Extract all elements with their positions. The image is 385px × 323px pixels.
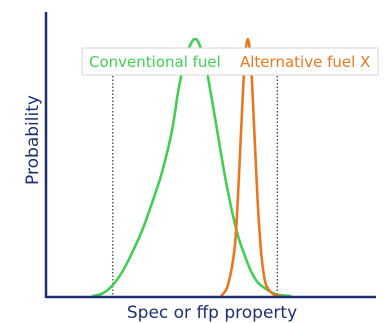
series-line-alternative-fuel-x [220, 38, 282, 298]
legend-box [81, 47, 379, 76]
axes [44, 12, 376, 299]
y-axis-label: Probability [23, 95, 43, 185]
legend-item-conventional-fuel: Conventional fuel [89, 53, 221, 71]
x-axis-label: Spec or ffp property [127, 303, 297, 323]
legend-item-alternative-fuel-x: Alternative fuel X [240, 53, 370, 71]
legend: Conventional fuel Alternative fuel X [81, 47, 379, 76]
spec-limit-lines [112, 62, 278, 296]
series-curves [91, 37, 292, 298]
